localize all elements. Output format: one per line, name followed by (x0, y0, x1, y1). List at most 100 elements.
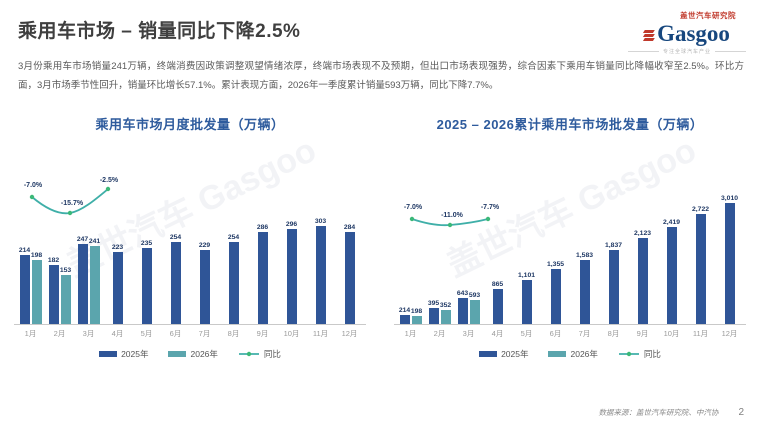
month-group-11月: 303 (306, 147, 335, 324)
bar-2025年-7月: 229 (199, 242, 210, 324)
bar-2025年-2月: 395 (428, 300, 439, 324)
logo-tagline: 专注全球汽车产业 (628, 48, 746, 55)
bar-value-label: 254 (169, 234, 182, 242)
logo-wordmark: Gasgoo (628, 22, 746, 45)
bar-value-label: 198 (30, 252, 43, 260)
logo-cn-text: 盖世汽车研究院 (680, 11, 736, 20)
month-group-9月: 286 (248, 147, 277, 324)
bar-value-label: 241 (88, 238, 101, 246)
x-axis-label: 5月 (140, 329, 153, 338)
month-group-6月: 254 (161, 147, 190, 324)
bar-2025年-2月: 182 (48, 257, 59, 324)
month-group-1月: 214 198 (16, 147, 45, 324)
bar-value-label: 214 (398, 307, 411, 315)
legend: 2025年 2026年 同比 (394, 348, 746, 360)
month-group-10月: 296 (277, 147, 306, 324)
bar-value-label: 3,010 (720, 194, 739, 202)
charts-row: 盖世汽车 Gasgoo 乘用车市场月度批发量（万辆） 214 198 182 153 2… (14, 110, 746, 360)
x-axis-label: 2月 (53, 329, 66, 338)
bar-2025年-10月: 296 (286, 221, 297, 324)
bar-value-label: 284 (343, 224, 356, 232)
bar-value-label: 182 (47, 257, 60, 265)
x-axis-label: 1月 (24, 329, 37, 338)
bar-2025年-5月: 1,101 (518, 272, 535, 324)
x-axis-label: 3月 (82, 329, 95, 338)
bar-value-label: 593 (468, 292, 481, 300)
x-axis-label: 9月 (636, 329, 649, 338)
x-axis-label: 6月 (169, 329, 182, 338)
bar-2025年-6月: 1,355 (547, 261, 564, 324)
month-group-2月: 182 153 (45, 147, 74, 324)
x-axis-label: 6月 (549, 329, 562, 338)
footer: 数据来源：盖世汽车研究院、中汽协 2 (598, 407, 744, 418)
x-axis-label: 1月 (404, 329, 417, 338)
month-group-12月: 3,010 (715, 147, 744, 324)
bar-2026年-1月: 198 (31, 252, 42, 324)
month-group-4月: 223 (103, 147, 132, 324)
x-axis-label: 11月 (312, 329, 329, 338)
x-axis-label: 7月 (198, 329, 211, 338)
bar-2025年-9月: 2,123 (634, 230, 651, 324)
bar-value-label: 865 (491, 281, 504, 289)
bar-2025年-8月: 254 (228, 234, 239, 324)
intro-paragraph: 3月份乘用车市场销量241万辆，终端消费因政策调整观望情绪浓厚，终端市场表现不及… (18, 61, 744, 91)
chart-title: 乘用车市场月度批发量（万辆） (95, 117, 285, 132)
bar-value-label: 352 (439, 301, 452, 309)
bar-value-label: 1,355 (546, 261, 565, 269)
month-group-10月: 2,419 (657, 147, 686, 324)
month-group-1月: 214 198 (396, 147, 425, 324)
header: 乘用车市场 – 销量同比下降2.5% 盖世汽车研究院 Gasgoo 专注全球汽车… (18, 10, 746, 55)
x-axis-label: 12月 (341, 329, 358, 338)
bar-value-label: 235 (140, 240, 153, 248)
legend-swatch-2026 (548, 351, 567, 357)
bar-value-label: 1,837 (604, 241, 623, 249)
x-axis-label: 12月 (721, 329, 738, 338)
x-axis-label: 4月 (111, 329, 124, 338)
month-group-3月: 247 241 (74, 147, 103, 324)
month-group-8月: 1,837 (599, 147, 628, 324)
bar-value-label: 296 (285, 220, 298, 228)
legend-item-2025: 2025年 (99, 348, 148, 360)
legend-item-yoy: 同比 (238, 348, 281, 360)
yoy-line-icon (238, 351, 259, 357)
legend-label-yoy: 同比 (643, 349, 661, 359)
legend-label-yoy: 同比 (263, 349, 281, 359)
legend: 2025年 2026年 同比 (14, 348, 366, 360)
data-source-text: 数据来源：盖世汽车研究院、中汽协 (598, 408, 719, 417)
bar-2025年-3月: 643 (457, 290, 468, 324)
monthly-wholesale-chart-panel: 盖世汽车 Gasgoo 乘用车市场月度批发量（万辆） 214 198 182 153 2… (14, 110, 366, 360)
bar-2026年-2月: 352 (440, 302, 451, 324)
bar-2025年-4月: 865 (492, 281, 503, 324)
bar-2025年-4月: 223 (112, 244, 123, 324)
month-group-4月: 865 (483, 147, 512, 324)
month-group-11月: 2,722 (686, 147, 715, 324)
bar-2025年-11月: 2,722 (692, 206, 709, 324)
cumulative-wholesale-chart-panel: 盖世汽车 Gasgoo 2025 – 2026累计乘用车市场批发量（万辆） 21… (394, 110, 746, 360)
bar-value-label: 1,583 (575, 252, 594, 260)
legend-label-2025: 2025年 (121, 349, 149, 359)
month-group-6月: 1,355 (541, 147, 570, 324)
bar-value-label: 229 (198, 242, 211, 250)
month-group-3月: 643 593 (454, 147, 483, 324)
bar-value-label: 286 (256, 223, 269, 231)
bar-2025年-11月: 303 (315, 218, 326, 324)
x-axis-labels: 1月 2月 3月 4月 5月 6月 7月 8月 9月 10月 11月 12月 (14, 328, 366, 339)
legend-label-2026: 2026年 (570, 349, 598, 359)
page-number: 2 (738, 407, 744, 418)
x-axis-label: 8月 (227, 329, 240, 338)
bar-2025年-12月: 3,010 (721, 195, 738, 324)
month-group-7月: 229 (190, 147, 219, 324)
bar-value-label: 2,722 (691, 206, 710, 214)
legend-item-2026: 2026年 (168, 348, 218, 360)
bar-2025年-6月: 254 (170, 234, 181, 324)
x-axis-label: 7月 (578, 329, 591, 338)
x-axis-label: 4月 (491, 329, 504, 338)
month-group-7月: 1,583 (570, 147, 599, 324)
bar-2025年-7月: 1,583 (576, 252, 593, 324)
x-axis-labels: 1月 2月 3月 4月 5月 6月 7月 8月 9月 10月 11月 12月 (394, 328, 746, 339)
x-axis-label: 9月 (256, 329, 269, 338)
x-axis-label: 5月 (520, 329, 533, 338)
bar-2026年-1月: 198 (411, 308, 422, 324)
yoy-line-icon (618, 351, 639, 357)
